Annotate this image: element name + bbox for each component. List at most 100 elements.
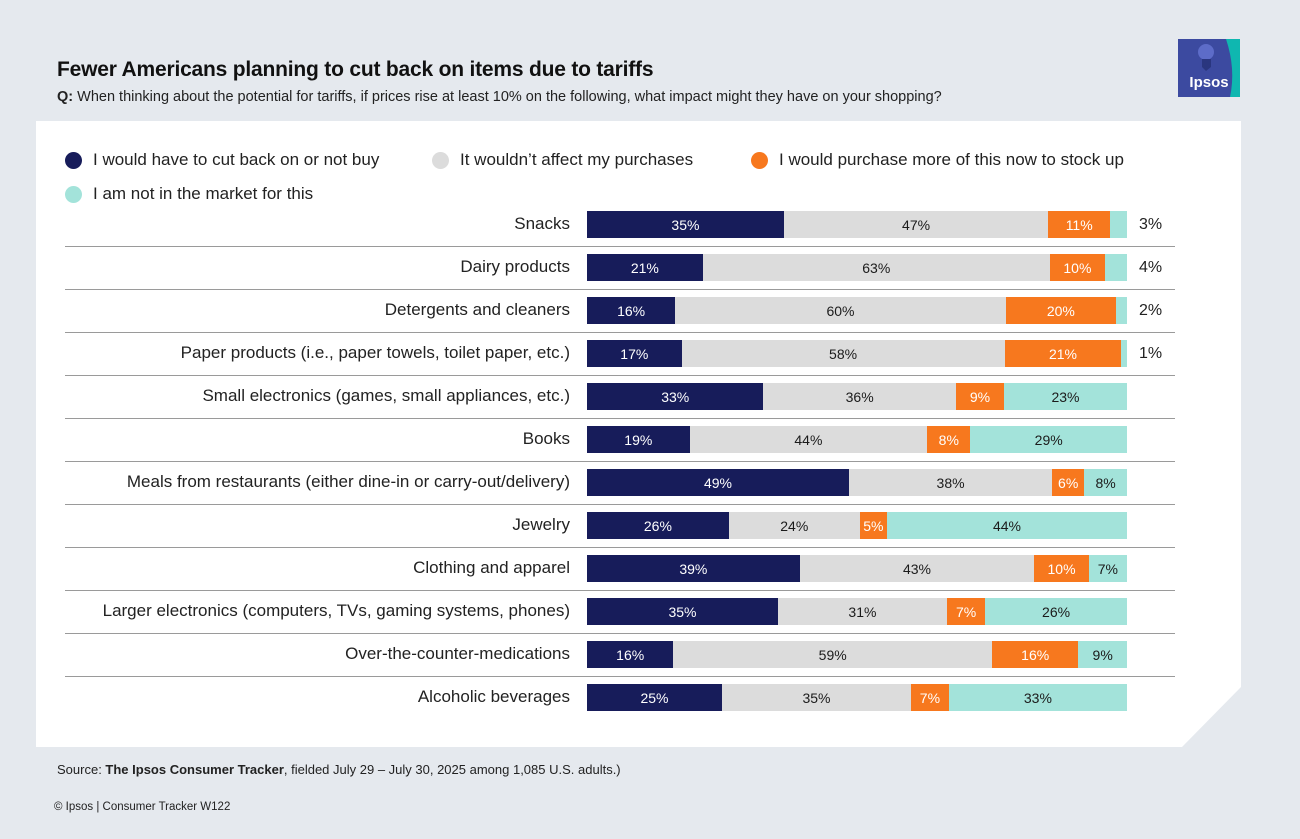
legend-swatch — [432, 151, 449, 169]
bar-segment: 9% — [955, 383, 1004, 410]
bar-segment: 8% — [1084, 469, 1127, 496]
bar-segment: 33% — [587, 383, 764, 410]
bar-segment: 16% — [587, 297, 676, 324]
category-label: Over-the-counter-medications — [345, 644, 570, 663]
bar-segment: 63% — [702, 254, 1050, 281]
data-label: 10% — [1047, 560, 1076, 577]
row-divider — [65, 289, 1175, 290]
data-label: 59% — [818, 646, 847, 663]
bar-segment: 6% — [1052, 469, 1085, 496]
data-label: 35% — [802, 689, 831, 706]
data-label: 35% — [668, 603, 697, 620]
chart-title: Fewer Americans planning to cut back on … — [57, 58, 654, 81]
category-label: Small electronics (games, small applianc… — [202, 386, 570, 405]
bar-segment: 25% — [587, 684, 722, 711]
data-label: 36% — [845, 388, 874, 405]
bar-segment: 44% — [886, 512, 1127, 539]
chart-row: Meals from restaurants (either dine-in o… — [65, 462, 1175, 505]
row-divider — [65, 590, 1175, 591]
stacked-bar: 21% 63% 10% — [587, 254, 1127, 281]
chart-row: Alcoholic beverages 25% 35% 7% 33% — [65, 677, 1175, 720]
data-label: 19% — [624, 431, 653, 448]
legend-swatch — [65, 185, 82, 203]
row-divider — [65, 375, 1175, 376]
question-prefix: Q: — [57, 89, 74, 105]
bar-segment: 49% — [587, 469, 849, 496]
bar-segment: 7% — [1088, 555, 1127, 582]
outside-data-label: 2% — [1139, 302, 1163, 319]
data-label: 43% — [902, 560, 931, 577]
data-label: 5% — [863, 517, 884, 534]
chart-row: Clothing and apparel 39% 43% 10% 7% — [65, 548, 1175, 591]
bar-segment: 35% — [587, 598, 778, 625]
data-label: 8% — [1095, 474, 1116, 491]
bar-segment: 60% — [675, 297, 1006, 324]
logo-pin — [1202, 59, 1211, 71]
survey-question: Q: When thinking about the potential for… — [57, 89, 942, 105]
data-label: 11% — [1065, 216, 1093, 233]
ipsos-logo: Ipsos — [1178, 39, 1240, 97]
data-label: 10% — [1063, 259, 1092, 276]
stacked-bar: 16% 59% 16% 9% — [587, 641, 1127, 668]
data-label: 58% — [829, 345, 858, 362]
data-label: 49% — [703, 474, 732, 491]
bar-segment: 38% — [848, 469, 1053, 496]
category-label: Dairy products — [460, 257, 570, 276]
bar-segment: 8% — [927, 426, 971, 453]
bar-segment: 5% — [859, 512, 887, 539]
stacked-bar: 35% 31% 7% 26% — [587, 598, 1127, 625]
row-divider — [65, 547, 1175, 548]
data-label: 26% — [1042, 603, 1071, 620]
chart-rows: Snacks 35% 47% 11% 3% Dairy products 21% 63% 10%… — [65, 204, 1175, 720]
bar-segment: 7% — [911, 684, 949, 711]
chart-row: Larger electronics (computers, TVs, gami… — [65, 591, 1175, 634]
stacked-bar: 19% 44% 8% 29% — [587, 426, 1127, 453]
data-label: 38% — [936, 474, 965, 491]
logo-head — [1198, 44, 1214, 60]
stacked-bar: 39% 43% 10% 7% — [587, 555, 1127, 582]
bar-segment: 58% — [681, 340, 1005, 367]
bar-segment: 29% — [970, 426, 1127, 453]
bar-segment: 59% — [673, 641, 992, 668]
stacked-bar: 26% 24% 5% 44% — [587, 512, 1127, 539]
data-label: 63% — [862, 259, 891, 276]
data-label: 21% — [630, 259, 659, 276]
stacked-bar: 33% 36% 9% 23% — [587, 383, 1127, 410]
bar-segment — [1104, 254, 1127, 281]
legend-label: I would have to cut back on or not buy — [93, 150, 380, 169]
category-label: Paper products (i.e., paper towels, toil… — [180, 343, 570, 362]
data-label: 20% — [1046, 302, 1075, 319]
logo-text: Ipsos — [1189, 74, 1228, 91]
bar-segment: 39% — [587, 555, 800, 582]
data-label: 31% — [848, 603, 877, 620]
data-label: 16% — [617, 302, 646, 319]
bar-segment: 21% — [1004, 340, 1122, 367]
chart-row: Paper products (i.e., paper towels, toil… — [65, 333, 1175, 376]
category-label: Detergents and cleaners — [384, 300, 570, 319]
bar-segment: 36% — [763, 383, 956, 410]
bar-segment: 23% — [1004, 383, 1127, 410]
chart-row: Snacks 35% 47% 11% 3% — [65, 204, 1175, 247]
copyright-note: © Ipsos | Consumer Tracker W122 — [54, 801, 231, 813]
data-label: 7% — [955, 603, 977, 620]
data-label: 44% — [794, 431, 823, 448]
chart-row: Jewelry 26% 24% 5% 44% — [65, 505, 1175, 548]
bar-segment: 10% — [1034, 555, 1089, 582]
category-label: Alcoholic beverages — [417, 687, 570, 706]
legend-label: I would purchase more of this now to sto… — [779, 150, 1124, 169]
bar-segment: 44% — [689, 426, 928, 453]
category-label: Books — [522, 429, 570, 448]
data-label: 33% — [1023, 689, 1052, 706]
bar-segment: 20% — [1005, 297, 1116, 324]
question-text: When thinking about the potential for ta… — [73, 89, 942, 105]
data-label: 8% — [938, 431, 959, 448]
bar-segment: 26% — [985, 598, 1127, 625]
chart-row: Detergents and cleaners 16% 60% 20% 2% — [65, 290, 1175, 333]
row-divider — [65, 418, 1175, 419]
data-label: 25% — [640, 689, 669, 706]
data-label: 24% — [780, 517, 809, 534]
category-label: Meals from restaurants (either dine-in o… — [126, 472, 570, 491]
data-label: 33% — [661, 388, 690, 405]
legend-item: I would have to cut back on or not buy — [65, 150, 379, 170]
data-label: 26% — [643, 517, 672, 534]
